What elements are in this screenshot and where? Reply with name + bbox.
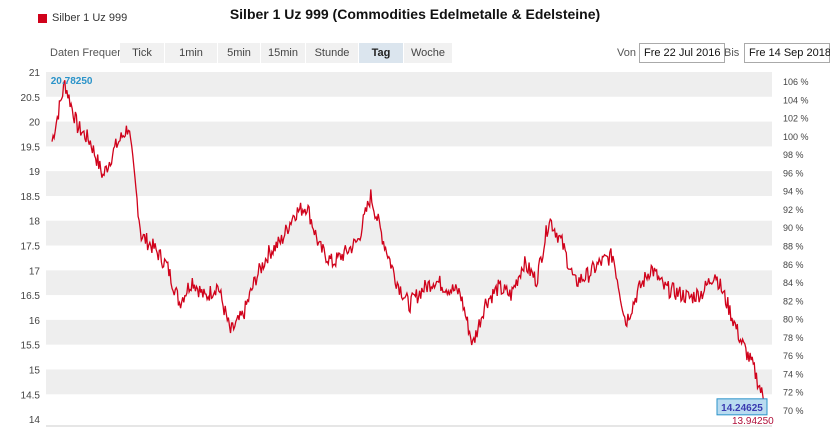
- legend: Silber 1 Uz 999: [38, 12, 127, 24]
- low-value-label: 13.94250: [732, 416, 774, 427]
- frequency-button-tag[interactable]: Tag: [359, 43, 403, 63]
- last-value-box: [716, 398, 768, 416]
- y-tick-label: 21: [29, 68, 41, 79]
- last-value-label: 14.24625: [721, 403, 763, 414]
- from-label: Von: [617, 47, 636, 59]
- y2-tick-label: 94 %: [783, 187, 804, 197]
- frequency-button-tick[interactable]: Tick: [120, 43, 164, 63]
- legend-swatch: [38, 13, 47, 23]
- y2-tick-label: 70 %: [783, 406, 804, 416]
- frequency-button-1min[interactable]: 1min: [165, 43, 217, 63]
- y2-tick-label: 80 %: [783, 315, 804, 325]
- y2-tick-label: 90 %: [783, 223, 804, 233]
- grid-band: [46, 171, 772, 196]
- y-tick-label: 15.5: [21, 341, 41, 352]
- chart-title: Silber 1 Uz 999 (Commodities Edelmetalle…: [229, 6, 601, 22]
- y-tick-label: 15: [29, 365, 41, 376]
- grid-band: [46, 72, 772, 97]
- to-label: Bis: [724, 47, 740, 59]
- frequency-button-15min[interactable]: 15min: [261, 43, 305, 63]
- grid-band: [46, 121, 772, 147]
- y-tick-label: 14: [29, 415, 41, 426]
- y2-tick-label: 88 %: [783, 242, 804, 252]
- y-tick-label: 16.5: [21, 291, 41, 302]
- y-tick-label: 18: [29, 217, 41, 228]
- y2-tick-label: 72 %: [783, 388, 804, 398]
- series-line: [51, 80, 767, 412]
- frequency-button-5min[interactable]: 5min: [218, 43, 260, 63]
- y-tick-label: 16: [29, 316, 41, 327]
- y2-tick-label: 74 %: [783, 369, 804, 379]
- y-tick-label: 20: [29, 118, 41, 129]
- y2-tick-label: 100 %: [783, 132, 809, 142]
- y-tick-label: 17: [29, 266, 41, 277]
- y2-tick-label: 104 %: [783, 95, 809, 105]
- y2-tick-label: 84 %: [783, 278, 804, 288]
- y2-tick-label: 78 %: [783, 333, 804, 343]
- frequency-button-woche[interactable]: Woche: [404, 43, 452, 63]
- grid-band: [46, 220, 772, 246]
- frequency-buttons: Tick 1min 5min 15min Stunde Tag Woche: [120, 43, 453, 63]
- y-tick-label: 19.5: [21, 142, 41, 153]
- y2-tick-label: 106 %: [783, 77, 809, 87]
- y2-tick-label: 98 %: [783, 150, 804, 160]
- y2-tick-label: 76 %: [783, 351, 804, 361]
- frequency-label: Daten Frequenz: [50, 47, 129, 59]
- y-tick-label: 19: [29, 167, 41, 178]
- high-value-label: 20.78250: [51, 76, 93, 87]
- y-tick-label: 18.5: [21, 192, 41, 203]
- y-tick-label: 14.5: [21, 390, 41, 401]
- y2-tick-label: 86 %: [783, 260, 804, 270]
- y2-tick-label: 82 %: [783, 296, 804, 306]
- y2-tick-label: 96 %: [783, 168, 804, 178]
- y2-tick-label: 92 %: [783, 205, 804, 215]
- from-date-input[interactable]: Fre 22 Jul 2016: [639, 43, 725, 63]
- y2-tick-label: 102 %: [783, 114, 809, 124]
- legend-label: Silber 1 Uz 999: [52, 12, 128, 24]
- frequency-button-stunde[interactable]: Stunde: [306, 43, 358, 63]
- y-tick-label: 20.5: [21, 93, 41, 104]
- grid-band: [46, 319, 772, 345]
- grid-band: [46, 369, 772, 395]
- y-tick-label: 17.5: [21, 242, 41, 253]
